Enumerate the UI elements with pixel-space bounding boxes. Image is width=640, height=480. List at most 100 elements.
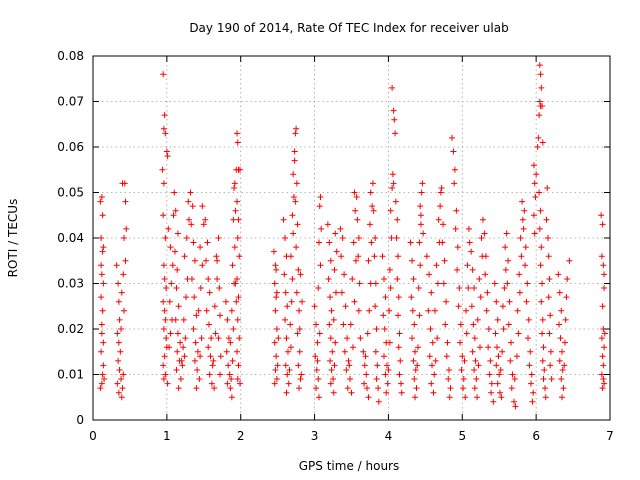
data-point <box>286 366 293 373</box>
x-tick-label: 6 <box>532 429 540 443</box>
data-point <box>179 362 186 369</box>
data-point <box>164 380 171 387</box>
data-point <box>227 339 234 346</box>
data-point <box>416 239 423 246</box>
data-point <box>180 316 187 323</box>
data-point <box>217 371 224 378</box>
data-point <box>363 371 370 378</box>
data-point <box>118 326 125 332</box>
data-point <box>331 362 338 369</box>
data-point <box>509 371 516 378</box>
data-point <box>190 239 197 246</box>
data-point <box>539 280 546 287</box>
data-point <box>339 235 346 241</box>
data-point <box>330 316 337 323</box>
y-tick-label: 0.08 <box>57 49 84 63</box>
data-point <box>122 198 129 205</box>
data-point <box>333 248 340 255</box>
data-point <box>208 380 215 387</box>
data-point <box>188 275 195 282</box>
data-point <box>510 398 517 405</box>
data-point <box>386 339 393 346</box>
data-point <box>273 353 280 360</box>
data-point <box>178 357 185 364</box>
data-point <box>115 357 122 364</box>
data-point <box>392 198 399 205</box>
data-point <box>293 180 300 187</box>
data-point <box>197 244 204 251</box>
data-point <box>387 207 394 214</box>
data-point <box>314 339 321 346</box>
data-point <box>539 103 546 110</box>
data-point <box>462 307 469 314</box>
data-point <box>488 389 495 396</box>
data-point <box>366 307 373 314</box>
data-point <box>477 294 484 301</box>
data-point <box>468 303 475 310</box>
data-point <box>409 307 416 314</box>
data-point <box>272 366 279 373</box>
data-point <box>390 107 397 114</box>
data-point <box>407 239 414 246</box>
data-point <box>497 366 504 373</box>
data-point <box>483 307 490 314</box>
data-point <box>393 235 400 241</box>
data-point <box>519 216 526 223</box>
data-point <box>326 239 333 246</box>
data-point <box>471 285 478 292</box>
data-point <box>522 244 529 251</box>
y-axis-label: ROTI / TECUs <box>6 199 20 278</box>
data-point <box>542 385 549 392</box>
data-point <box>174 230 181 237</box>
data-point <box>527 348 534 355</box>
data-point <box>325 275 332 282</box>
data-point <box>284 348 291 355</box>
data-point <box>171 248 178 255</box>
data-point <box>328 366 335 373</box>
data-point <box>471 335 478 342</box>
data-point <box>499 348 506 355</box>
data-point <box>515 330 522 337</box>
data-point <box>160 262 167 269</box>
data-point <box>361 362 368 369</box>
data-point <box>601 380 608 387</box>
data-point <box>121 235 128 241</box>
data-point <box>284 371 291 378</box>
data-point <box>291 157 298 164</box>
data-point <box>539 330 546 337</box>
data-point <box>451 166 458 173</box>
data-point <box>519 198 526 205</box>
data-point <box>217 353 224 360</box>
data-point <box>203 257 210 264</box>
data-point <box>385 366 392 373</box>
data-point <box>343 366 350 373</box>
data-point <box>313 321 320 328</box>
data-point <box>98 235 105 241</box>
y-tick-label: 0.01 <box>57 368 84 382</box>
data-point <box>435 216 442 223</box>
data-point <box>294 330 301 337</box>
data-point <box>100 244 107 251</box>
data-point <box>455 303 462 310</box>
data-point <box>498 394 505 401</box>
data-point <box>120 371 127 378</box>
data-point <box>314 357 321 364</box>
data-point <box>172 207 179 214</box>
data-point <box>223 348 230 355</box>
data-point <box>536 189 543 196</box>
data-point <box>293 289 300 296</box>
data-point <box>287 321 294 328</box>
data-point <box>536 98 543 105</box>
data-point <box>234 198 241 205</box>
data-point <box>537 71 544 78</box>
data-point <box>503 230 510 237</box>
data-point <box>468 248 475 255</box>
data-point <box>537 207 544 214</box>
data-point <box>345 357 352 364</box>
data-point <box>231 184 238 191</box>
data-point <box>330 389 337 396</box>
data-point <box>212 330 219 337</box>
data-point <box>364 385 371 392</box>
data-point <box>395 294 402 301</box>
data-point <box>236 253 243 260</box>
